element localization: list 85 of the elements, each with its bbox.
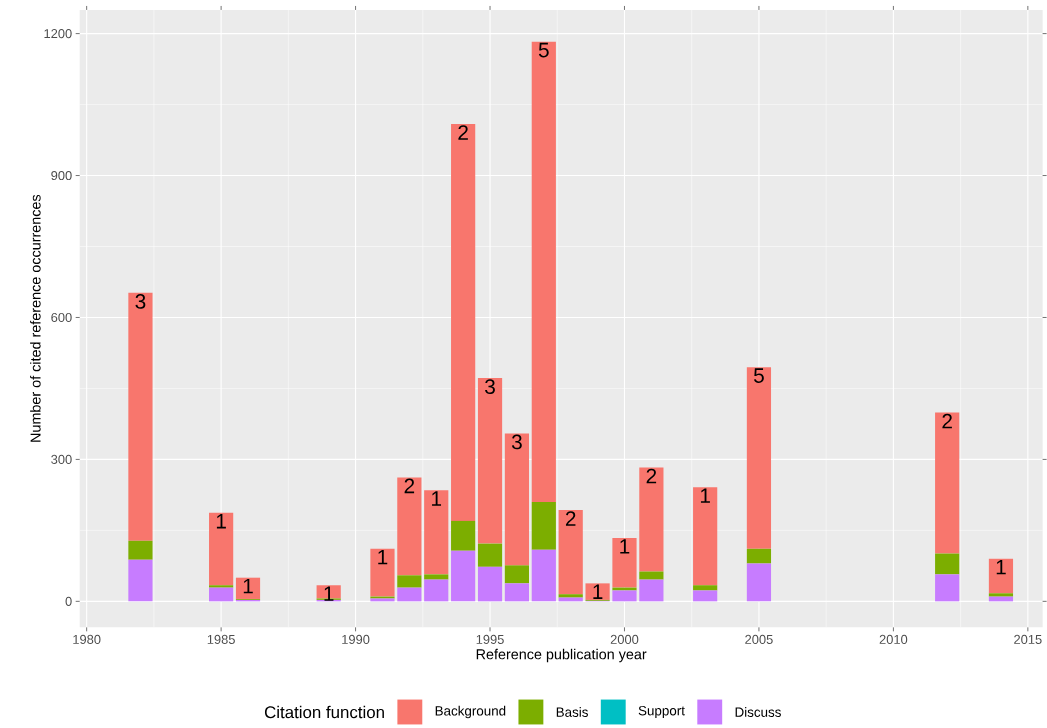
bar [531, 41, 556, 503]
y-tick-label: 600 [51, 312, 72, 323]
bar [316, 585, 341, 599]
bar [746, 563, 772, 602]
annotation: 1 [432, 491, 442, 506]
bar [451, 124, 476, 521]
y-tick-label: 300 [51, 454, 72, 464]
x-tick-label: 2015 [1014, 634, 1042, 645]
bar [370, 548, 395, 597]
bar [585, 583, 610, 600]
annotation: 2 [646, 468, 657, 484]
annotation: 5 [538, 42, 549, 58]
legend-label: Basis [556, 707, 588, 717]
bar [988, 593, 1014, 597]
bar [397, 477, 422, 576]
annotation: 1 [996, 559, 1006, 575]
bar [424, 579, 449, 602]
legend-label: Discuss [735, 707, 781, 717]
bar [693, 590, 718, 602]
bar [612, 537, 637, 588]
bar [128, 559, 153, 602]
annotation: 1 [378, 550, 388, 565]
x-tick-label: 2000 [610, 634, 639, 645]
annotation: 1 [593, 584, 603, 599]
bar [504, 433, 530, 566]
bar [397, 575, 422, 588]
bar [639, 467, 664, 572]
x-tick-label: 2010 [879, 634, 908, 645]
x-tick-label: 2005 [745, 634, 773, 645]
x-tick-label: 1990 [342, 634, 370, 645]
annotation: 1 [620, 539, 630, 554]
bar [935, 574, 960, 602]
bar [235, 577, 261, 599]
bar [397, 587, 422, 602]
bar [531, 549, 556, 602]
x-tick-label: 1985 [207, 634, 235, 645]
y-axis-title: Number of cited reference occurrences [30, 194, 41, 442]
annotation: 3 [485, 379, 495, 394]
annotation: 2 [565, 511, 576, 526]
bar [209, 512, 234, 586]
bar [693, 487, 718, 586]
bar [477, 543, 503, 567]
bar [935, 553, 960, 575]
bar [639, 579, 664, 602]
bar [209, 585, 234, 588]
bar [558, 510, 583, 595]
bar [424, 490, 449, 575]
y-tick-label: 0 [65, 596, 72, 606]
annotation: 3 [135, 294, 146, 309]
annotation: 1 [216, 514, 226, 529]
annotation: 2 [404, 478, 415, 494]
bar [451, 520, 476, 551]
y-tick-label: 900 [51, 171, 72, 181]
bar [504, 565, 530, 584]
legend-title: Citation function [264, 705, 384, 719]
legend-label: Support [638, 705, 685, 719]
annotation: 2 [458, 125, 468, 140]
annotation: 3 [511, 434, 522, 450]
bar [693, 585, 718, 591]
x-tick-label: 1980 [73, 634, 101, 645]
bar [612, 590, 637, 602]
bar [477, 378, 503, 544]
bar [477, 566, 503, 602]
annotation: 5 [753, 368, 764, 383]
bar [639, 571, 664, 580]
annotation: 1 [243, 578, 253, 594]
bar [424, 574, 449, 580]
y-tick-label: 1200 [44, 29, 72, 39]
bar [746, 548, 772, 564]
x-tick-label: 1995 [476, 634, 504, 645]
bar [558, 594, 583, 598]
bar [746, 367, 772, 549]
bar [504, 583, 530, 602]
bar [988, 558, 1014, 594]
x-axis-title: Reference publication year [476, 648, 647, 663]
bar [531, 502, 556, 550]
bar [209, 587, 234, 602]
legend-label: Background [435, 705, 506, 719]
annotation: 2 [942, 413, 952, 429]
bar [128, 292, 153, 541]
bar [935, 412, 960, 554]
bar [128, 540, 153, 560]
annotation: 1 [700, 488, 710, 503]
annotation: 1 [324, 586, 334, 601]
bar [451, 550, 476, 602]
